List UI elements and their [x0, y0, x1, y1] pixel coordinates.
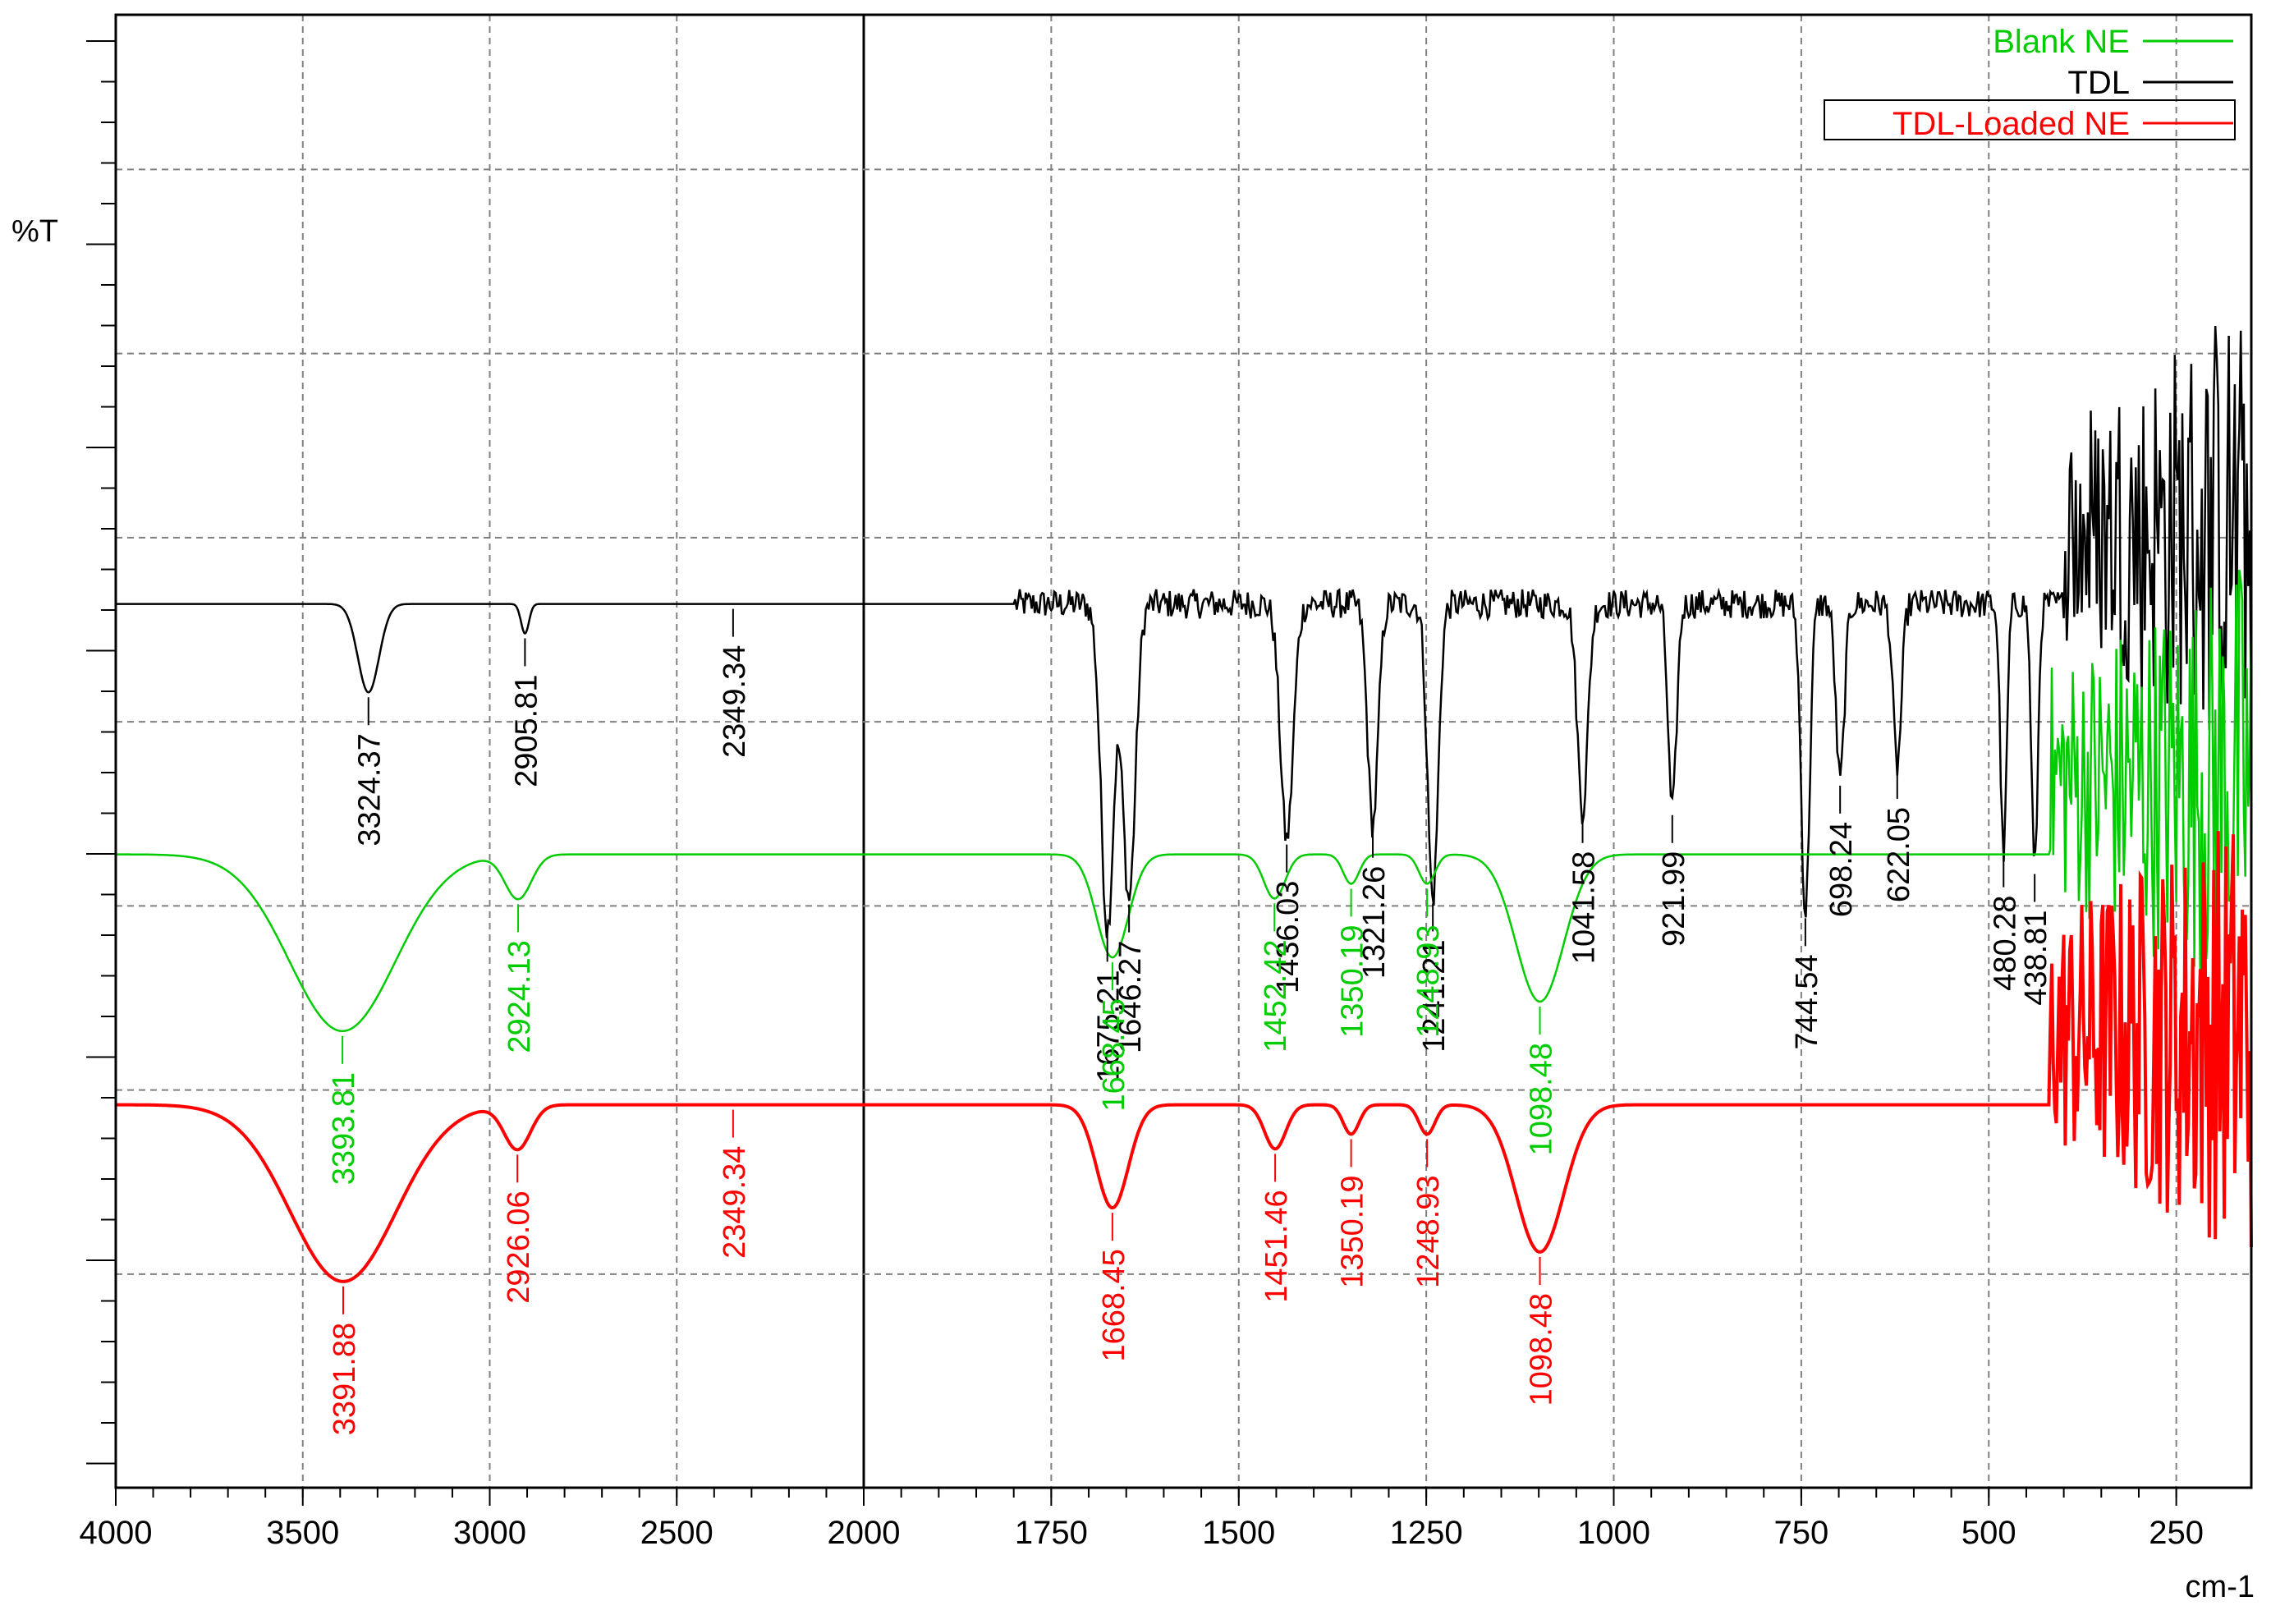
x-tick-label: 1000 [1577, 1515, 1650, 1551]
peak-label: 698.24 [1824, 822, 1859, 917]
x-tick-label: 750 [1774, 1515, 1829, 1551]
peak-label: 2926.06 [502, 1190, 536, 1303]
peak-label: 480.28 [1988, 896, 2022, 991]
peak-label: 1668.45 [1097, 1249, 1131, 1361]
legend-entry-label: Blank NE [1993, 24, 2130, 60]
x-tick-label: 4000 [80, 1515, 153, 1551]
peak-label: 744.54 [1790, 954, 1824, 1049]
legend: Blank NE TDL TDL-Loaded NE [1824, 24, 2236, 142]
x-tick-label: 3500 [266, 1515, 339, 1551]
peak-label: 1452.42 [1259, 939, 1293, 1052]
peak-label: 1668.45 [1097, 998, 1131, 1111]
peak-label: 1098.48 [1525, 1043, 1559, 1155]
peak-label: 1350.19 [1336, 924, 1370, 1037]
peak-label: 2349.34 [718, 645, 752, 758]
spectra [116, 325, 2253, 1283]
peak-label: 1321.26 [1357, 866, 1392, 979]
peak-label: 1041.58 [1567, 851, 1602, 964]
peak-label: 1646.27 [1113, 941, 1148, 1053]
peak-label: 1350.19 [1336, 1175, 1370, 1287]
peak-label: 438.81 [2019, 911, 2053, 1006]
x-tick-label: 1750 [1015, 1515, 1088, 1551]
peak-label: 1675.21 [1092, 970, 1126, 1082]
x-tick-label: 1250 [1390, 1515, 1463, 1551]
peak-label: 622.05 [1882, 807, 1916, 902]
peak-label: 3393.81 [327, 1072, 361, 1185]
x-tick-label: 250 [2149, 1515, 2204, 1551]
x-tick-label: 2000 [828, 1515, 901, 1551]
x-tick-label: 3000 [453, 1515, 526, 1551]
peak-label: 1451.46 [1259, 1190, 1294, 1302]
peak-label: 1241.21 [1417, 939, 1452, 1052]
peak-label: 2924.13 [502, 940, 537, 1053]
x-tick-label: 2500 [640, 1515, 713, 1551]
grid [116, 15, 2251, 1488]
peak-label: 3324.37 [353, 733, 388, 846]
y-axis-label: %T [11, 214, 58, 249]
peak-label: 1436.03 [1271, 881, 1305, 993]
peak-label: 921.99 [1657, 851, 1691, 947]
x-tick-label: 500 [1961, 1515, 2016, 1551]
series-line-tdl-loaded-ne [116, 831, 2253, 1283]
peak-label: 1248.93 [1411, 924, 1446, 1037]
series-line-blank-ne [116, 569, 2253, 1033]
peak-label: 1098.48 [1525, 1293, 1559, 1406]
peak-label: 3391.88 [328, 1323, 362, 1435]
legend-highlight-box [1824, 99, 2236, 140]
peak-label: 2905.81 [509, 674, 544, 787]
axes: 4000 3500 3000 2500 2000 1750 1500 1250 1000 750 5… [80, 13, 2253, 1551]
legend-entry-label: TDL [2067, 65, 2130, 101]
x-tick-label: 1500 [1202, 1515, 1275, 1551]
x-axis-label: cm-1 [2186, 1570, 2255, 1604]
peak-label: 1248.93 [1411, 1175, 1446, 1287]
peak-label: 2349.34 [718, 1146, 752, 1259]
legend-entry-label: TDL-Loaded NE [1892, 106, 2130, 142]
series-line-tdl [116, 325, 2253, 938]
plot-frame [114, 13, 2253, 1489]
